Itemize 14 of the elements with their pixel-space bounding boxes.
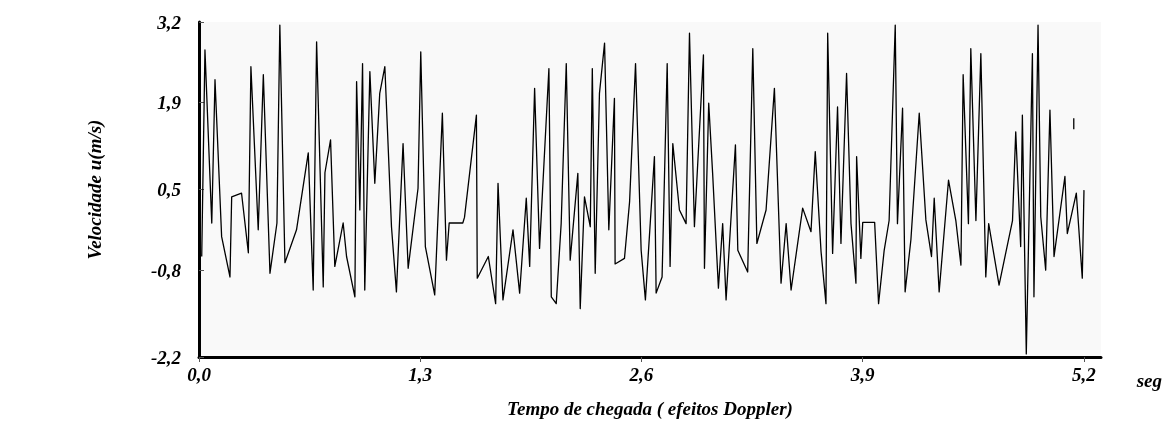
x-axis-title: Tempo de chegada ( efeitos Doppler)	[507, 398, 793, 420]
x-tick-label: 2,6	[628, 364, 654, 385]
x-tick-label: 1,3	[408, 364, 433, 385]
x-tick-label: 5,2	[1072, 364, 1097, 385]
x-tick-label: 0,0	[187, 364, 212, 385]
y-tick-label: 3,2	[156, 11, 182, 33]
y-tick-label: -2,2	[150, 346, 182, 368]
y-tick-label: -0,8	[150, 259, 182, 281]
y-tick-label: 1,9	[157, 92, 182, 114]
y-tick-label: 0,5	[157, 179, 182, 200]
y-axis-title: Velocidade u(m/s)	[84, 119, 106, 260]
line-series	[201, 24, 1085, 355]
text: seg	[1135, 370, 1162, 391]
x-tick-label: 3,9	[849, 364, 876, 385]
